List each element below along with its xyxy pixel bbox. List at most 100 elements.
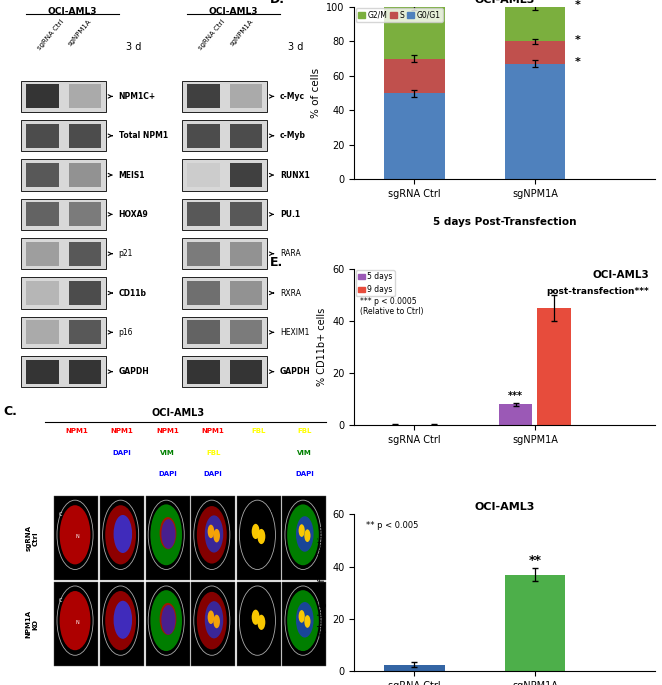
Text: post-transfection***: post-transfection*** [547,287,649,297]
Ellipse shape [299,610,305,623]
Bar [230,203,262,226]
Bar [21,238,107,269]
Bar [187,360,220,384]
Ellipse shape [252,610,260,625]
Bar [69,84,101,108]
Text: ** p < 0.005: ** p < 0.005 [366,521,418,530]
Ellipse shape [205,515,223,553]
Text: *: * [575,36,581,45]
Text: OCI-AML3: OCI-AML3 [592,270,649,280]
Text: B.: B. [167,0,181,3]
Y-axis label: % of cells: % of cells [310,68,320,119]
Bar [230,84,262,108]
Bar [26,242,58,266]
Bar [230,281,262,305]
Text: C.: C. [4,406,18,419]
Bar [191,582,235,667]
Bar [26,124,58,148]
Text: MEIS1: MEIS1 [118,171,145,179]
Bar [26,360,58,384]
Text: p16: p16 [118,328,133,337]
Bar [21,356,107,388]
Text: *: * [575,0,581,10]
Text: sgRNA Ctrl: sgRNA Ctrl [198,18,226,51]
Bar [26,163,58,187]
Text: c-Myc: c-Myc [280,92,305,101]
Text: *** p < 0.0005
(Relative to Ctrl): *** p < 0.0005 (Relative to Ctrl) [360,297,424,316]
Bar [69,360,101,384]
Text: 5 days Post-Transfection: 5 days Post-Transfection [433,217,577,227]
Bar [385,664,445,671]
Ellipse shape [197,592,227,649]
Y-axis label: % Morphologic Differentiation: % Morphologic Differentiation [318,525,326,661]
Ellipse shape [305,530,310,542]
Ellipse shape [299,524,305,537]
Bar [187,242,220,266]
Bar [187,124,220,148]
Ellipse shape [213,529,220,543]
Bar [69,163,101,187]
Text: NPM1C+: NPM1C+ [118,92,156,101]
Text: OCI-AML3: OCI-AML3 [48,7,97,16]
Text: VIM: VIM [297,449,312,456]
Text: DAPI: DAPI [204,471,222,477]
Ellipse shape [258,614,265,630]
Ellipse shape [105,591,136,650]
Ellipse shape [287,504,319,565]
Bar [498,404,532,425]
Ellipse shape [105,506,136,564]
Bar [26,203,58,226]
Text: OCI-AML3: OCI-AML3 [151,408,205,419]
Bar [187,203,220,226]
Bar [237,582,281,667]
Bar [21,160,107,191]
Ellipse shape [150,504,182,565]
Bar [505,575,565,671]
Bar [187,281,220,305]
Bar [69,242,101,266]
Text: sgNPM1A: sgNPM1A [229,18,254,47]
Text: DAPI: DAPI [295,471,314,477]
Bar [187,84,220,108]
Ellipse shape [205,601,223,638]
Text: NPM1: NPM1 [65,428,88,434]
Bar [54,496,99,580]
Text: N: N [75,620,79,625]
Text: 3 d: 3 d [126,42,142,52]
Ellipse shape [114,601,132,639]
Bar [505,7,565,41]
Legend: G2/M, S, G0/G1: G2/M, S, G0/G1 [355,8,442,22]
Bar [282,496,326,580]
Bar [385,59,445,93]
Title: OCI-AML3: OCI-AML3 [475,502,535,512]
Text: 3 d: 3 d [288,42,303,52]
Text: NPM1A
KO: NPM1A KO [26,610,38,638]
Text: F.: F. [270,502,281,515]
Bar [100,582,144,667]
Text: p21: p21 [118,249,133,258]
Text: *: * [575,57,581,67]
Bar [146,582,189,667]
Bar [182,238,267,269]
Text: FBL: FBL [252,428,266,434]
Text: DAPI: DAPI [113,449,131,456]
Text: HOXA9: HOXA9 [118,210,148,219]
Bar [385,93,445,179]
Bar [69,203,101,226]
Text: PU.1: PU.1 [280,210,300,219]
Text: E.: E. [270,256,283,269]
Text: D.: D. [270,0,285,6]
Text: DAPI: DAPI [158,471,177,477]
Text: FBL: FBL [297,428,312,434]
Text: GAPDH: GAPDH [118,367,150,376]
Bar [182,199,267,230]
Bar [69,281,101,305]
Bar [54,582,99,667]
Text: OCI-AML3: OCI-AML3 [209,7,258,16]
Text: A.: A. [5,0,20,3]
Text: HEXIM1: HEXIM1 [280,328,309,337]
Ellipse shape [150,590,182,651]
Ellipse shape [162,605,175,634]
Text: NPM1: NPM1 [111,428,133,434]
Bar [538,308,571,425]
